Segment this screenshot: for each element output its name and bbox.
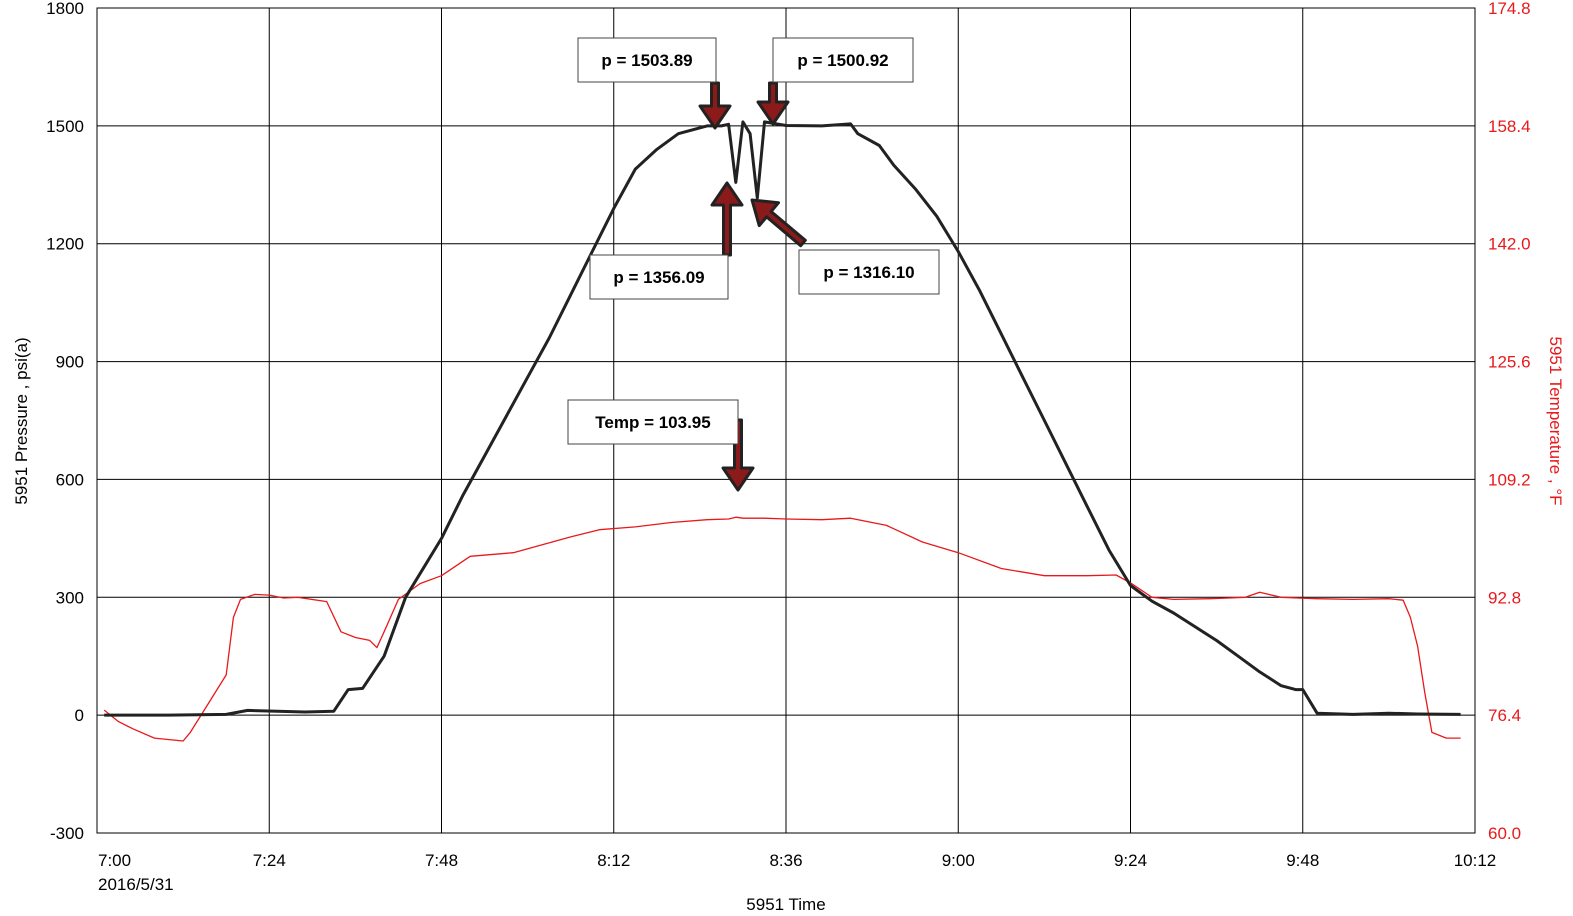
annotation-arrow [756,81,790,126]
grid-lines [96,7,1476,834]
x-tick-label: 9:24 [1114,851,1147,870]
annotation-label: p = 1356.09 [613,268,704,287]
x-tick-label: 7:00 [98,851,131,870]
y2-tick-label: 174.8 [1488,0,1531,18]
arrow-shape [710,181,744,257]
arrow-shape [698,81,732,130]
annotation-p-1316: p = 1316.10 [798,249,940,295]
annotation-label: Temp = 103.95 [595,413,710,432]
x-tick-label: 10:12 [1454,851,1497,870]
x-date-label: 2016/5/31 [98,875,174,894]
y-axis-title: 5951 Pressure , psi(a) [12,337,31,504]
annotation-box [567,399,739,445]
annotation-label: p = 1500.92 [797,51,888,70]
x-tick-label: 8:36 [769,851,802,870]
annotation-arrow [710,181,744,257]
temperature-series-line [103,516,1461,742]
pressure-series-line [104,120,1461,717]
y-tick-label: 300 [56,588,84,607]
y-tick-label: 0 [75,706,84,725]
annotation-arrow [698,81,732,130]
annotation-temp: Temp = 103.95 [567,399,739,445]
y2-tick-label: 92.8 [1488,588,1521,607]
y-tick-label: -300 [50,824,84,843]
annotations: p = 1503.89 p = 1500.92 p = 1356.09 p = 131… [567,37,940,492]
annotation-p-1356: p = 1356.09 [589,254,729,300]
annotation-arrow [721,418,755,492]
x-axis-title: 5951 Time [746,895,825,914]
y2-tick-label: 76.4 [1488,706,1521,725]
x-tick-label: 9:48 [1286,851,1319,870]
x-tick-label: 9:00 [942,851,975,870]
y2-tick-label: 109.2 [1488,470,1531,489]
arrow-shape [750,198,807,248]
annotation-p-1500: p = 1500.92 [772,37,914,83]
y-tick-label: 1200 [46,235,84,254]
x-axis-ticks: 7:00 7:24 7:48 8:12 8:36 9:00 9:24 9:48 10:12 [98,851,1496,870]
y2-tick-label: 158.4 [1488,117,1531,136]
y2-tick-label: 142.0 [1488,235,1531,254]
x-tick-label: 8:12 [597,851,630,870]
arrow-shape [721,418,755,492]
y-tick-label: 900 [56,353,84,372]
annotation-box [772,37,914,83]
annotation-arrow [750,198,807,248]
y2-tick-label: 60.0 [1488,824,1521,843]
y-tick-label: 600 [56,470,84,489]
y2-axis-title: 5951 Temperature , °F [1546,336,1565,505]
annotation-p-1503: p = 1503.89 [577,37,717,83]
y-tick-label: 1800 [46,0,84,18]
annotation-label: p = 1316.10 [823,263,914,282]
annotation-box [798,249,940,295]
y-tick-label: 1500 [46,117,84,136]
x-tick-label: 7:24 [253,851,286,870]
annotation-box [577,37,717,83]
annotation-label: p = 1503.89 [601,51,692,70]
series-layer [103,120,1461,742]
annotation-box [589,254,729,300]
left-axis-ticks: -300 0 300 600 900 1200 1500 1800 [46,0,84,843]
arrow-shape [756,81,790,126]
plot-frame [96,7,1476,834]
y2-tick-label: 125.6 [1488,353,1531,372]
right-axis-ticks: 60.0 76.4 92.8 109.2 125.6 142.0 158.4 174.8 [1488,0,1531,843]
x-tick-label: 7:48 [425,851,458,870]
